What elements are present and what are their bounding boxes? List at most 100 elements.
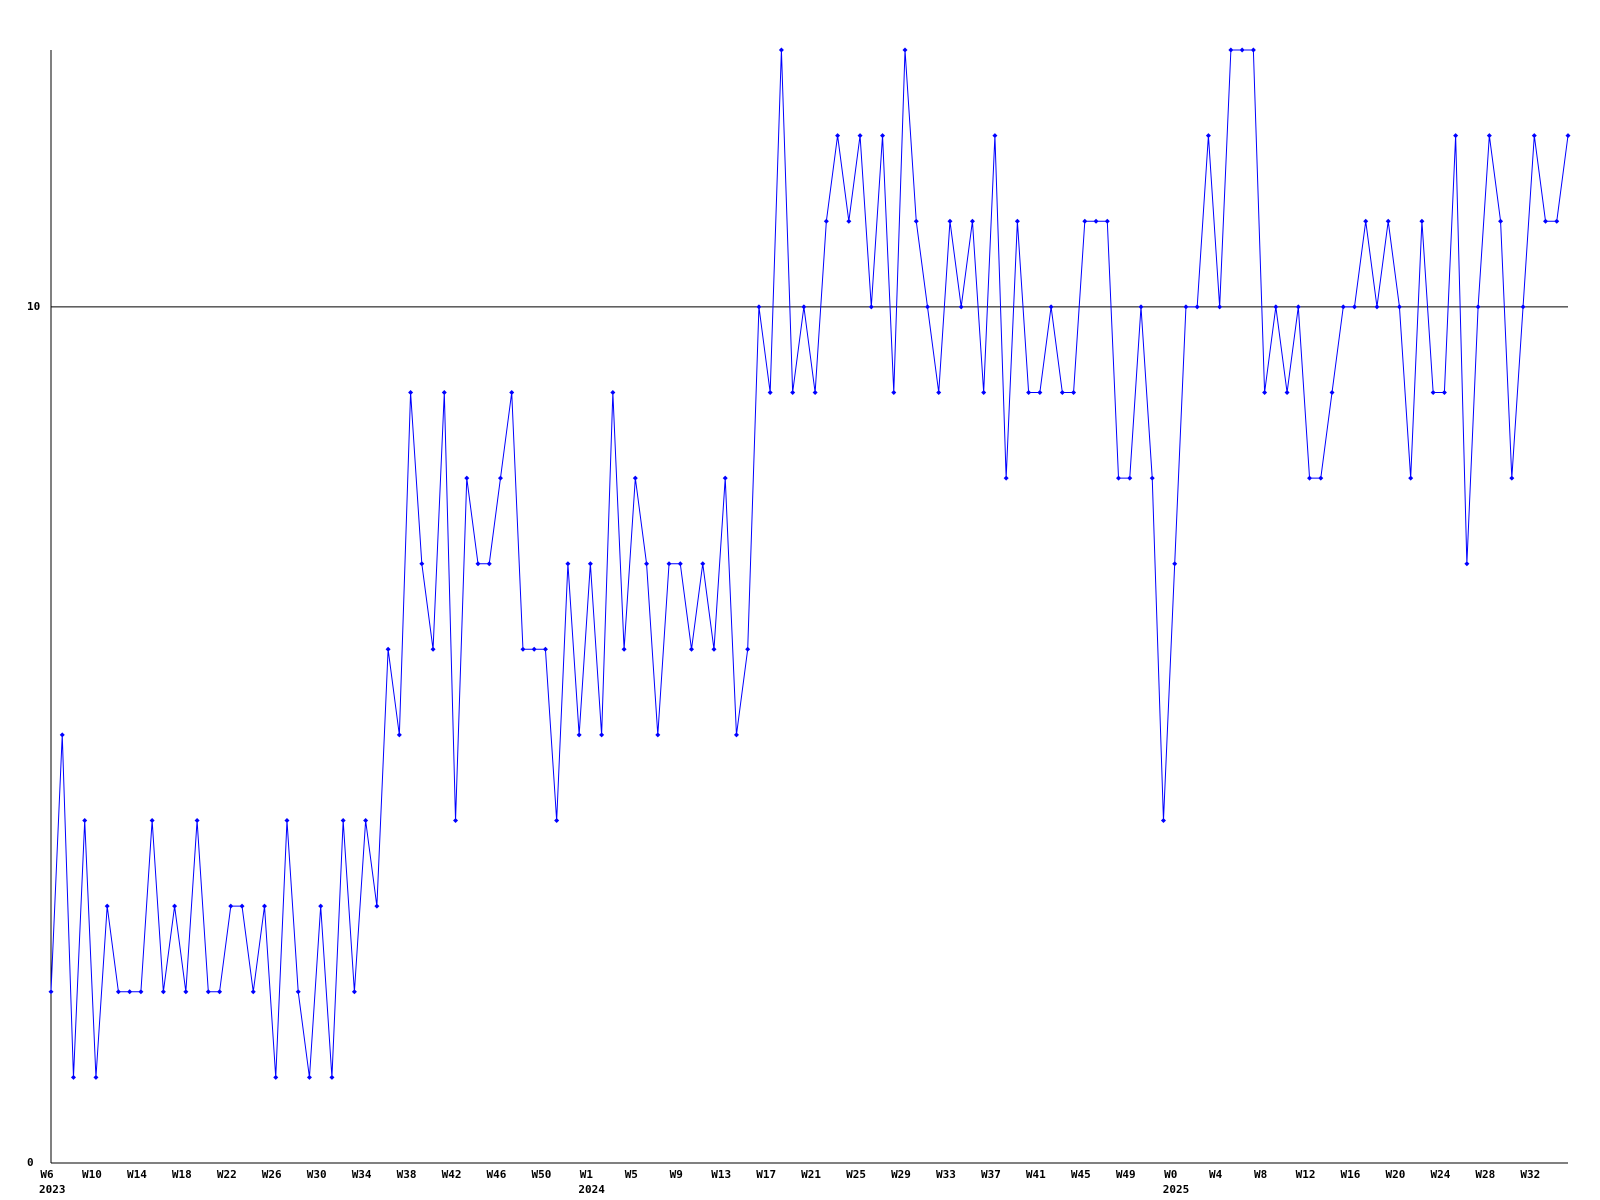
x-tick-label: W9: [670, 1168, 683, 1181]
point-marker: [1419, 218, 1425, 224]
point-marker: [475, 561, 481, 567]
x-tick-label: W16: [1341, 1168, 1361, 1181]
point-marker: [1250, 47, 1256, 53]
point-marker: [306, 1074, 312, 1080]
point-marker: [160, 989, 166, 995]
point-marker: [408, 389, 414, 395]
point-marker: [351, 989, 357, 995]
x-tick-label: W29: [891, 1168, 911, 1181]
point-marker: [677, 561, 683, 567]
point-marker: [1408, 475, 1414, 481]
point-marker: [722, 475, 728, 481]
point-marker: [1509, 475, 1515, 481]
point-marker: [70, 1074, 76, 1080]
x-tick-label: W13: [711, 1168, 731, 1181]
point-marker: [1318, 475, 1324, 481]
point-marker: [396, 732, 402, 738]
point-marker: [1160, 818, 1166, 824]
point-marker: [228, 903, 234, 909]
point-marker: [318, 903, 324, 909]
point-marker: [1217, 304, 1223, 310]
point-marker: [115, 989, 121, 995]
x-tick-label: W1: [580, 1168, 594, 1181]
point-marker: [958, 304, 964, 310]
point-marker: [689, 646, 695, 652]
point-marker: [104, 903, 110, 909]
point-marker: [621, 646, 627, 652]
point-marker: [913, 218, 919, 224]
x-tick-label: W46: [487, 1168, 507, 1181]
point-marker: [891, 389, 897, 395]
point-marker: [880, 133, 886, 139]
point-marker: [453, 818, 459, 824]
point-marker: [273, 1074, 279, 1080]
x-tick-label: W45: [1071, 1168, 1091, 1181]
point-marker: [542, 646, 548, 652]
point-marker: [924, 304, 930, 310]
point-marker: [1205, 133, 1211, 139]
point-marker: [149, 818, 155, 824]
point-marker: [857, 133, 863, 139]
point-marker: [509, 389, 515, 395]
point-marker: [1295, 304, 1301, 310]
point-marker: [1486, 133, 1492, 139]
point-marker: [1351, 304, 1357, 310]
point-marker: [340, 818, 346, 824]
point-marker: [1172, 561, 1178, 567]
point-marker: [902, 47, 908, 53]
point-marker: [329, 1074, 335, 1080]
point-marker: [1284, 389, 1290, 395]
point-marker: [981, 389, 987, 395]
point-marker: [655, 732, 661, 738]
point-marker: [576, 732, 582, 738]
series-line: [50, 49, 1569, 1078]
x-tick-label: W37: [981, 1168, 1001, 1181]
point-marker: [790, 389, 796, 395]
point-marker: [239, 903, 245, 909]
point-marker: [1363, 218, 1369, 224]
year-label: 2024: [578, 1183, 605, 1196]
point-marker: [587, 561, 593, 567]
point-marker: [262, 903, 268, 909]
point-marker: [1554, 218, 1560, 224]
point-marker: [666, 561, 672, 567]
point-marker: [205, 989, 211, 995]
point-marker: [700, 561, 706, 567]
x-tick-label: W33: [936, 1168, 956, 1181]
point-marker: [778, 47, 784, 53]
point-marker: [947, 218, 953, 224]
point-marker: [1520, 304, 1526, 310]
point-marker: [1093, 218, 1099, 224]
point-marker: [1273, 304, 1279, 310]
point-marker: [217, 989, 223, 995]
point-marker: [374, 903, 380, 909]
point-marker: [284, 818, 290, 824]
point-marker: [835, 133, 841, 139]
x-tick-label: W34: [352, 1168, 372, 1181]
point-marker: [194, 818, 200, 824]
x-tick-label: W26: [262, 1168, 282, 1181]
point-marker: [1037, 389, 1043, 395]
point-marker: [520, 646, 526, 652]
point-marker: [1194, 304, 1200, 310]
point-marker: [1048, 304, 1054, 310]
x-tick-label: W6: [40, 1168, 54, 1181]
point-marker: [767, 389, 773, 395]
point-marker: [1441, 389, 1447, 395]
x-tick-label: W49: [1116, 1168, 1136, 1181]
point-marker: [1138, 304, 1144, 310]
x-tick-label: W28: [1475, 1168, 1495, 1181]
point-marker: [1565, 133, 1571, 139]
point-marker: [1228, 47, 1234, 53]
point-marker: [385, 646, 391, 652]
x-tick-label: W12: [1296, 1168, 1316, 1181]
x-tick-label: W30: [307, 1168, 327, 1181]
x-tick-label: W20: [1386, 1168, 1406, 1181]
point-marker: [812, 389, 818, 395]
point-marker: [250, 989, 256, 995]
point-marker: [82, 818, 88, 824]
point-marker: [1385, 218, 1391, 224]
point-marker: [93, 1074, 99, 1080]
y-tick-label: 10: [27, 300, 40, 313]
point-marker: [823, 218, 829, 224]
